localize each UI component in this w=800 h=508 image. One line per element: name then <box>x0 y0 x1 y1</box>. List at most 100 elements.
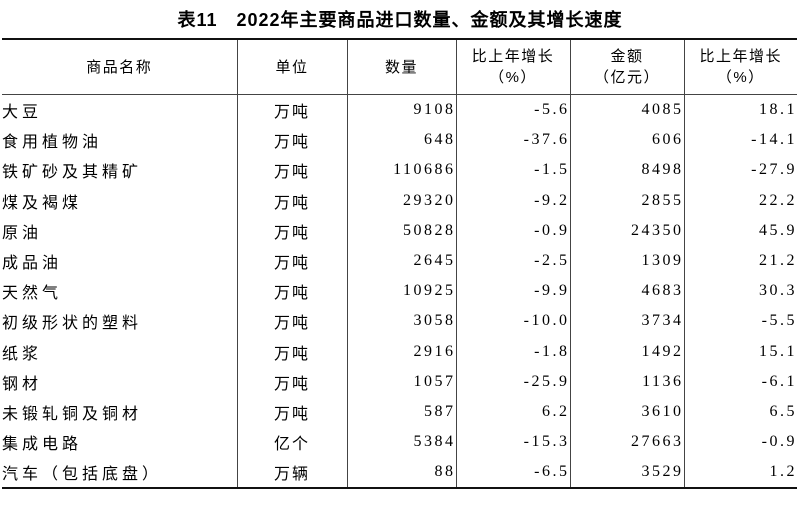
cell-quantity: 3058 <box>346 306 456 337</box>
header-quantity-growth-label: 比上年增长 <box>471 48 555 65</box>
cell-amount-growth: 21.2 <box>683 245 797 277</box>
cell-quantity-growth: -15.3 <box>455 427 570 458</box>
cell-quantity-growth: -10.0 <box>455 306 570 337</box>
cell-commodity-name: 未锻轧铜及铜材 <box>2 405 143 423</box>
cell-amount: 1136 <box>569 366 684 397</box>
cell-amount: 8498 <box>569 155 684 186</box>
cell-commodity-name: 天然气 <box>2 285 63 303</box>
header-quantity-label: 数量 <box>384 58 418 76</box>
header-amount-unit: （亿元） <box>593 69 660 86</box>
cell-commodity-name: 集成电路 <box>2 436 83 454</box>
cell-quantity: 50828 <box>346 215 456 246</box>
cell-amount: 3610 <box>569 396 684 428</box>
table-row: 集成电路 亿个 5384 -15.3 27663 -0.9 <box>2 427 797 458</box>
header-unit-label: 单位 <box>275 58 309 76</box>
cell-unit: 万吨 <box>236 366 347 397</box>
cell-amount-growth: 18.1 <box>683 94 797 126</box>
cell-amount: 1309 <box>569 245 684 277</box>
cell-quantity: 587 <box>346 396 456 428</box>
cell-quantity-growth: -25.9 <box>455 366 570 397</box>
table-row: 天然气 万吨 10925 -9.9 4683 30.3 <box>2 276 797 307</box>
cell-quantity: 5384 <box>346 427 456 458</box>
cell-quantity: 110686 <box>346 155 456 186</box>
cell-amount-growth: 45.9 <box>683 215 797 246</box>
table-row: 未锻轧铜及铜材 万吨 587 6.2 3610 6.5 <box>2 396 797 428</box>
cell-amount-growth: 22.2 <box>683 185 797 216</box>
cell-commodity-name: 原油 <box>2 224 43 242</box>
cell-amount-growth: 1.2 <box>683 457 797 490</box>
cell-quantity-growth: -2.5 <box>455 245 570 277</box>
cell-quantity: 1057 <box>346 366 456 397</box>
cell-amount: 3529 <box>569 457 684 490</box>
cell-unit: 万吨 <box>236 125 347 156</box>
table-row: 大豆 万吨 9108 -5.6 4085 18.1 <box>2 94 797 126</box>
cell-amount-growth: -0.9 <box>683 427 797 458</box>
table-row: 成品油 万吨 2645 -2.5 1309 21.2 <box>2 245 797 277</box>
cell-amount-growth: -14.1 <box>683 125 797 156</box>
cell-quantity-growth: -6.5 <box>455 457 570 490</box>
cell-amount: 24350 <box>569 215 684 246</box>
header-quantity-growth-unit: （%） <box>489 69 537 86</box>
cell-quantity-growth: -0.9 <box>455 215 570 246</box>
cell-quantity-growth: -9.9 <box>455 276 570 307</box>
cell-unit: 万吨 <box>236 276 347 307</box>
cell-amount: 4085 <box>569 94 684 126</box>
table-row: 钢材 万吨 1057 -25.9 1136 -6.1 <box>2 366 797 397</box>
cell-commodity-name: 汽车（包括底盘） <box>2 457 237 490</box>
cell-amount: 27663 <box>569 427 684 458</box>
table-row: 纸浆 万吨 2916 -1.8 1492 15.1 <box>2 336 797 367</box>
cell-quantity-growth: -1.8 <box>455 336 570 367</box>
cell-quantity: 10925 <box>346 276 456 307</box>
cell-unit: 万吨 <box>236 306 347 337</box>
header-unit: 单位 <box>236 39 347 95</box>
cell-quantity: 29320 <box>346 185 456 216</box>
header-row: 商品名称 单位 数量 比上年增长 （%） 金额 （亿元） 比上年增长 <box>2 39 797 95</box>
header-amount-label: 金额 <box>610 48 644 65</box>
header-amount: 金额 （亿元） <box>569 39 684 95</box>
cell-commodity-name: 大豆 <box>2 104 43 122</box>
cell-unit: 万吨 <box>236 185 347 216</box>
cell-amount: 2855 <box>569 185 684 216</box>
cell-amount: 606 <box>569 125 684 156</box>
cell-quantity-growth: -1.5 <box>455 155 570 186</box>
cell-amount-growth: -27.9 <box>683 155 797 186</box>
header-commodity-name-label: 商品名称 <box>86 58 153 76</box>
table-body: 大豆 万吨 9108 -5.6 4085 18.1 食用植物油 万吨 648 -… <box>2 94 797 490</box>
table-row: 煤及褐煤 万吨 29320 -9.2 2855 22.2 <box>2 185 797 216</box>
cell-unit: 万吨 <box>236 215 347 246</box>
cell-quantity: 2916 <box>346 336 456 367</box>
header-amount-growth: 比上年增长 （%） <box>683 39 797 95</box>
cell-unit: 万辆 <box>236 457 347 490</box>
cell-commodity-name: 钢材 <box>2 375 43 393</box>
cell-amount-growth: 6.5 <box>683 396 797 428</box>
cell-amount: 1492 <box>569 336 684 367</box>
table-row: 初级形状的塑料 万吨 3058 -10.0 3734 -5.5 <box>2 306 797 337</box>
cell-unit: 万吨 <box>236 94 347 126</box>
cell-quantity-growth: -5.6 <box>455 94 570 126</box>
cell-unit: 万吨 <box>236 155 347 186</box>
cell-quantity-growth: -9.2 <box>455 185 570 216</box>
cell-commodity-name: 初级形状的塑料 <box>2 315 143 333</box>
cell-quantity: 2645 <box>346 245 456 277</box>
header-amount-growth-unit: （%） <box>716 69 765 86</box>
cell-commodity-name: 煤及褐煤 <box>2 194 83 212</box>
cell-amount-growth: 15.1 <box>683 336 797 367</box>
cell-amount: 3734 <box>569 306 684 337</box>
cell-commodity-name: 纸浆 <box>2 345 43 363</box>
cell-amount-growth: -6.1 <box>683 366 797 397</box>
header-commodity-name: 商品名称 <box>2 39 237 95</box>
cell-unit: 亿个 <box>236 427 347 458</box>
cell-quantity: 648 <box>346 125 456 156</box>
cell-unit: 万吨 <box>236 396 347 428</box>
cell-quantity-growth: -37.6 <box>455 125 570 156</box>
header-amount-growth-label: 比上年增长 <box>699 48 782 65</box>
cell-amount: 4683 <box>569 276 684 307</box>
cell-amount-growth: 30.3 <box>683 276 797 307</box>
cell-amount-growth: -5.5 <box>683 306 797 337</box>
table-row: 汽车（包括底盘） 万辆 88 -6.5 3529 1.2 <box>2 457 797 490</box>
cell-commodity-name: 成品油 <box>2 255 63 273</box>
cell-unit: 万吨 <box>236 245 347 277</box>
cell-commodity-name: 铁矿砂及其精矿 <box>2 164 143 182</box>
cell-quantity: 9108 <box>346 94 456 126</box>
